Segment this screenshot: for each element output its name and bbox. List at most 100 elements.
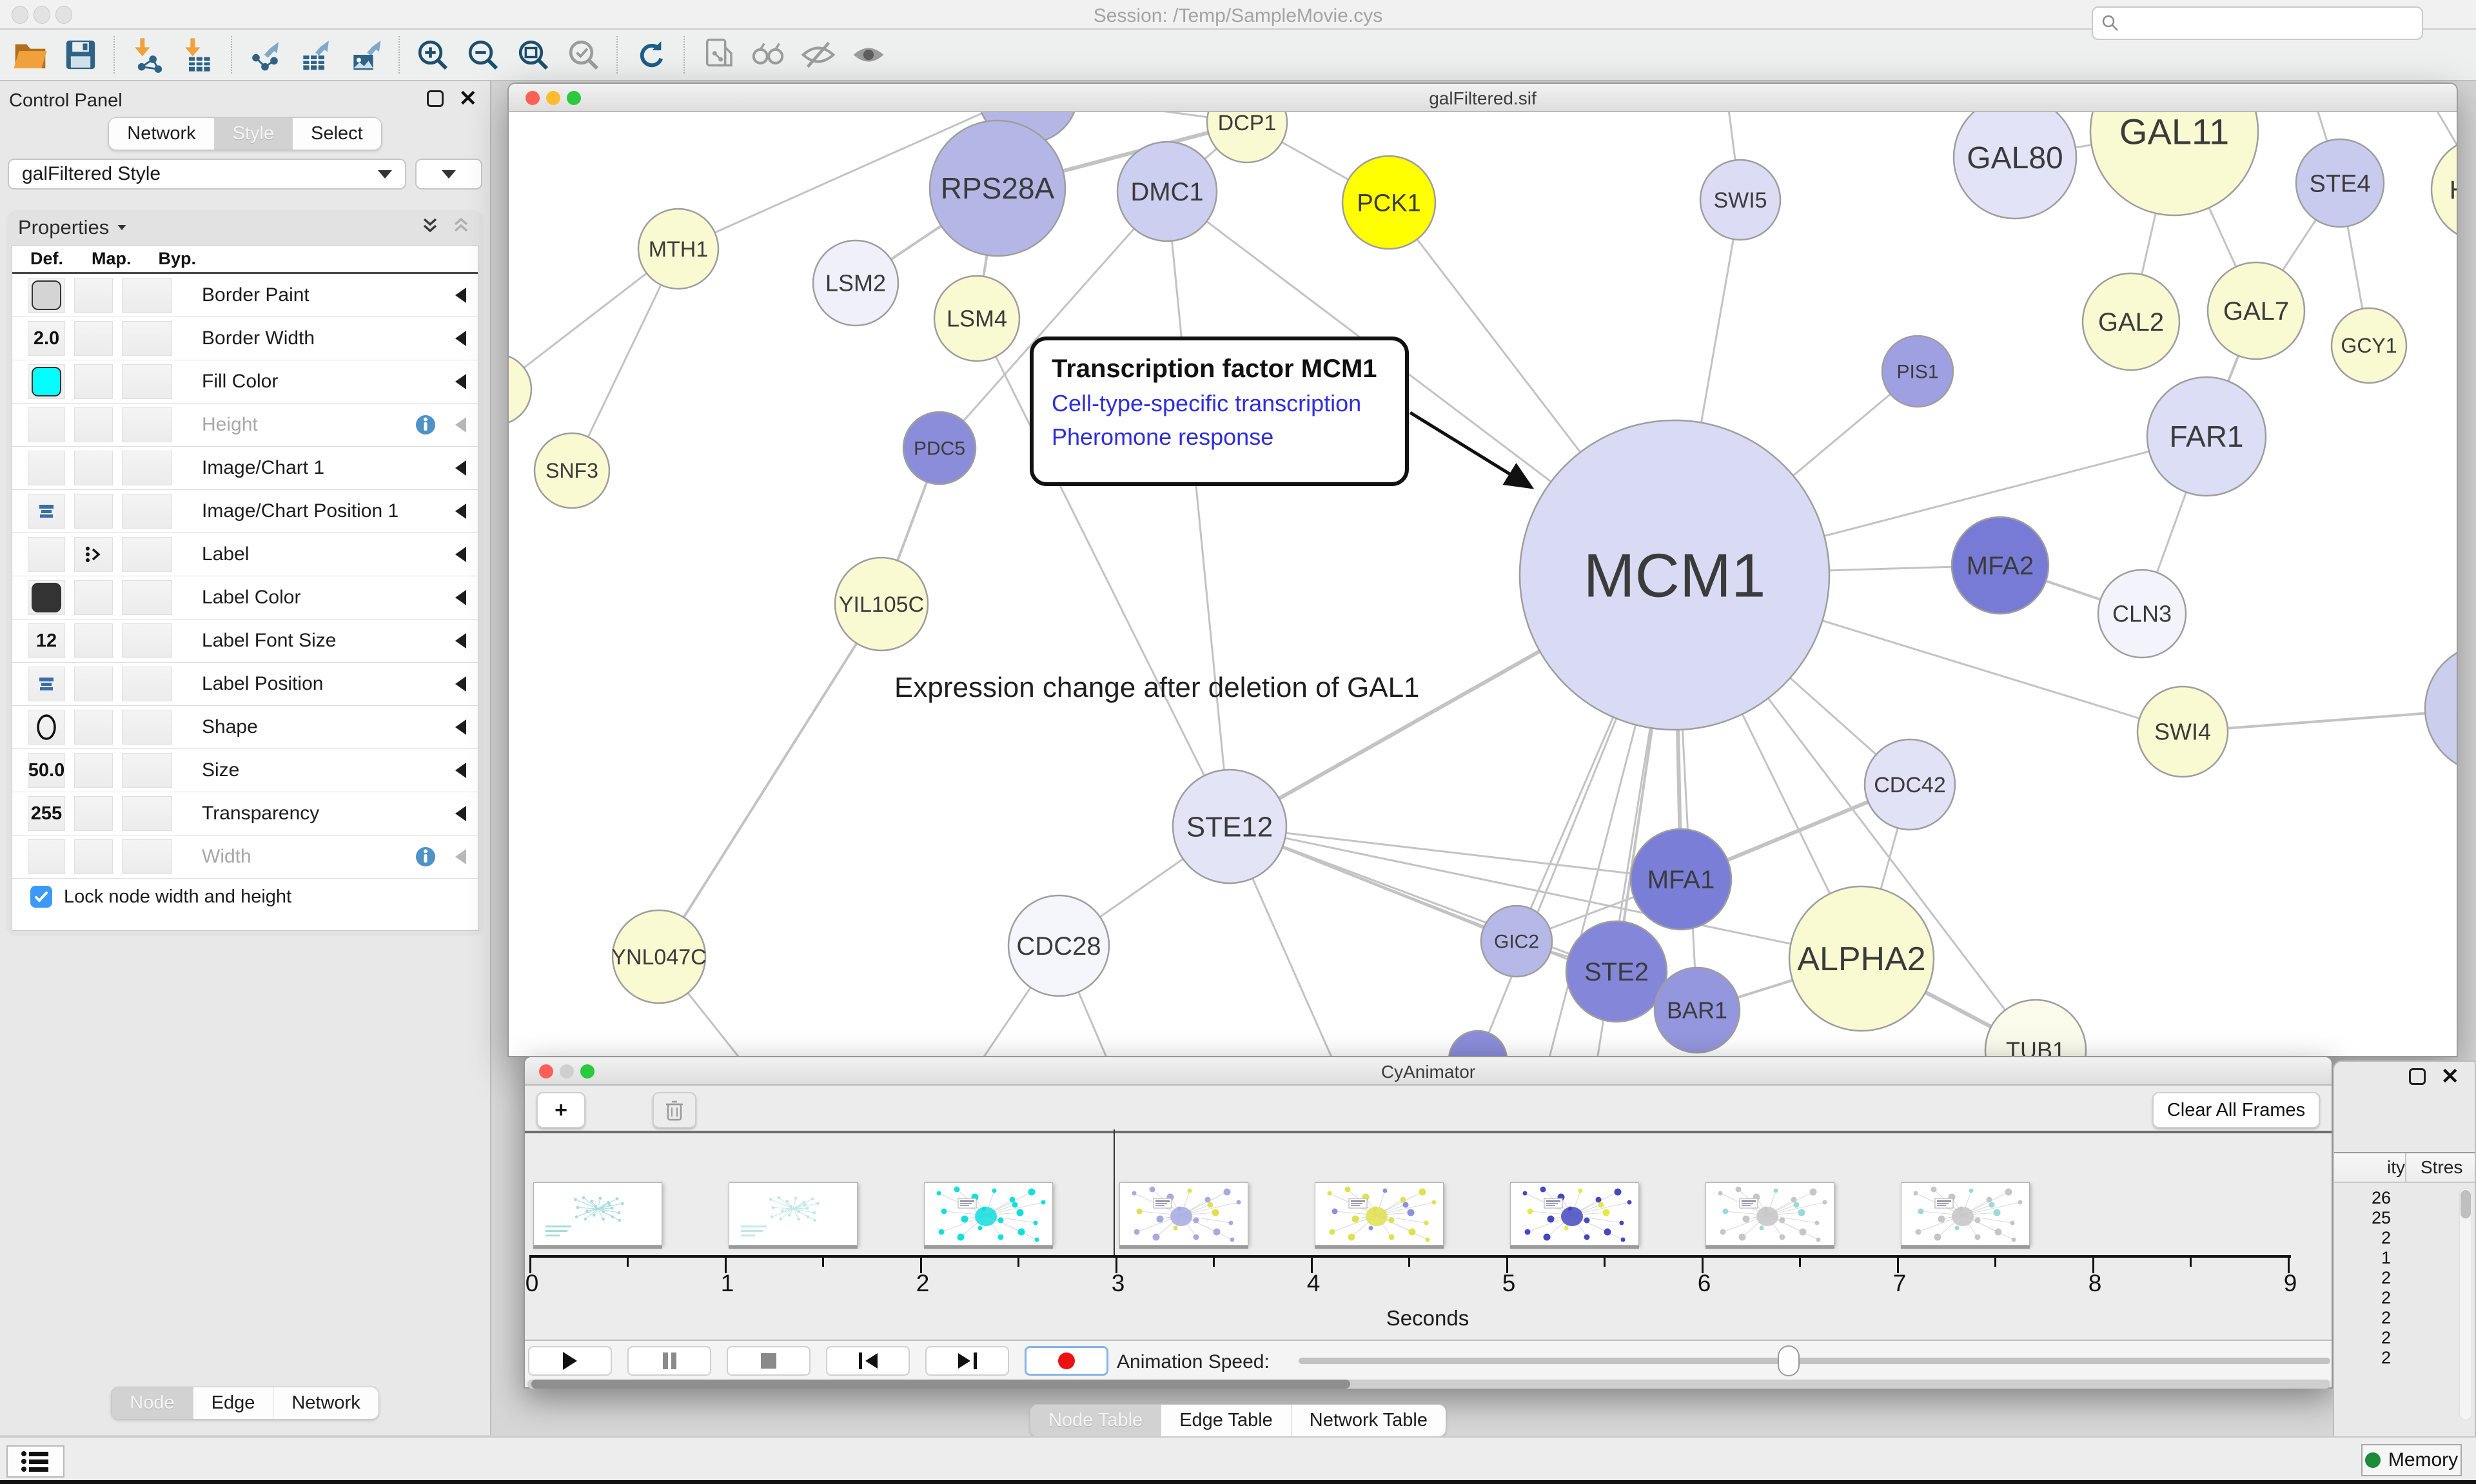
property-row-height[interactable]: Height (12, 404, 478, 447)
network-node-GAL7[interactable]: GAL7 (2206, 261, 2306, 360)
export-table-button[interactable] (290, 34, 340, 76)
network-node-PDC5[interactable]: PDC5 (902, 411, 977, 485)
memory-button[interactable]: Memory (2361, 1444, 2462, 1476)
timeline-frame-3[interactable] (1119, 1182, 1248, 1245)
timeline-frame-2[interactable] (924, 1182, 1053, 1245)
cyanimator-timeline[interactable]: 0 1 2 3 4 5 6 7 8 9 Seconds (525, 1129, 2332, 1340)
bypass-cell[interactable] (122, 623, 172, 658)
table-cell[interactable]: 2 (2381, 1328, 2391, 1347)
expand-row-icon[interactable] (455, 374, 466, 389)
table-cell[interactable]: 2 (2381, 1288, 2391, 1307)
network-document-button[interactable] (693, 34, 743, 76)
properties-header[interactable]: Properties (6, 210, 484, 245)
tab-select[interactable]: Select (292, 118, 381, 150)
panel-tab-node[interactable]: Node (112, 1387, 193, 1419)
refresh-layout-button[interactable] (625, 34, 676, 76)
network-node-FAR1[interactable]: FAR1 (2146, 376, 2267, 497)
property-row-size[interactable]: 50.0 Size (12, 749, 478, 792)
network-node-SWI5[interactable]: SWI5 (1699, 159, 1782, 241)
default-value-cell[interactable]: 12 (28, 623, 65, 658)
close-light[interactable] (526, 91, 540, 105)
minimize-light[interactable] (560, 1064, 574, 1079)
expand-row-icon[interactable] (455, 288, 466, 303)
network-edge[interactable] (938, 191, 1168, 449)
info-icon[interactable] (415, 846, 437, 868)
bypass-cell[interactable] (122, 710, 172, 745)
network-node-YIL105C[interactable]: YIL105C (834, 556, 929, 652)
bypass-cell[interactable] (122, 494, 172, 529)
table-cell[interactable]: 26 (2371, 1188, 2391, 1207)
property-row-transparency[interactable]: 255 Transparency (12, 792, 478, 835)
expand-row-icon[interactable] (455, 633, 466, 649)
collapse-all-icon[interactable] (450, 214, 472, 241)
table-cell[interactable]: 1 (2381, 1248, 2391, 1267)
expand-row-icon[interactable] (455, 676, 466, 692)
bypass-cell[interactable] (122, 537, 172, 572)
annotation-link-2[interactable]: Pheromone response (1052, 424, 1274, 450)
network-node-MFA2[interactable]: MFA2 (1950, 516, 2050, 615)
open-session-button[interactable] (5, 34, 55, 76)
mapping-cell[interactable] (74, 278, 113, 313)
bypass-cell[interactable] (122, 839, 172, 874)
slider-knob[interactable] (1778, 1345, 1800, 1376)
window-close-light[interactable] (12, 6, 28, 24)
panel-tab-network[interactable]: Network (273, 1387, 378, 1419)
network-node-GAL11[interactable]: GAL11 (2089, 112, 2259, 217)
search-box[interactable] (2092, 6, 2423, 40)
network-node-GIC2[interactable]: GIC2 (1480, 904, 1553, 978)
record-button[interactable] (1025, 1346, 1108, 1376)
expand-row-icon[interactable] (455, 849, 466, 864)
cyanimator-titlebar[interactable]: CyAnimator (525, 1057, 2332, 1086)
table-tab-edge-table[interactable]: Edge Table (1161, 1405, 1291, 1436)
timeline-playhead[interactable] (1114, 1129, 1115, 1256)
table-vscrollbar[interactable] (2459, 1188, 2472, 1420)
style-select[interactable]: galFiltered Style (8, 159, 406, 190)
mapping-cell[interactable] (74, 796, 113, 831)
property-row-fill-color[interactable]: Fill Color (12, 360, 478, 404)
timeline-frame-4[interactable] (1315, 1182, 1444, 1245)
network-node-SNF3[interactable]: SNF3 (533, 432, 611, 509)
network-canvas[interactable]: DCP1 RPS28A DMC1 PCK1 SWI5 GAL80 GAL11 STE4 HAP2… (509, 112, 2457, 1056)
default-value-cell[interactable]: 2.0 (28, 321, 65, 356)
bypass-cell[interactable] (122, 451, 172, 485)
import-table-button[interactable] (173, 34, 223, 76)
default-value-cell[interactable] (28, 667, 65, 701)
expand-row-icon[interactable] (455, 763, 466, 778)
window-zoom-light[interactable] (55, 6, 72, 24)
network-node-MCM1[interactable]: MCM1 (1518, 419, 1831, 731)
network-node-PCK1[interactable]: PCK1 (1341, 155, 1437, 250)
expand-row-icon[interactable] (455, 417, 466, 433)
network-node-pbot[interactable] (1448, 1030, 1508, 1056)
network-node-LSM2[interactable]: LSM2 (812, 239, 899, 327)
network-node-RPS28A[interactable]: RPS28A (928, 119, 1066, 257)
timeline-frame-0[interactable] (533, 1182, 662, 1245)
network-edge[interactable] (571, 248, 680, 471)
mapping-cell[interactable] (74, 407, 113, 442)
save-session-button[interactable] (55, 34, 106, 76)
table-cell[interactable]: 2 (2381, 1228, 2391, 1247)
network-node-LSM4[interactable]: LSM4 (933, 275, 1021, 362)
annotation-link-1[interactable]: Cell-type-specific transcription (1052, 390, 1362, 416)
network-window-titlebar[interactable]: galFiltered.sif (509, 84, 2457, 112)
default-value-cell[interactable] (28, 494, 65, 529)
lock-node-size-checkbox[interactable] (30, 886, 52, 908)
expand-all-icon[interactable] (419, 214, 441, 241)
property-row-image-chart-1[interactable]: Image/Chart 1 (12, 447, 478, 490)
bypass-cell[interactable] (122, 321, 172, 356)
minimize-light[interactable] (546, 91, 560, 105)
default-value-cell[interactable] (28, 710, 65, 745)
network-node-DCP1[interactable]: DCP1 (1206, 112, 1288, 164)
mapping-cell[interactable] (74, 537, 113, 572)
network-node-STE12[interactable]: STE12 (1172, 768, 1288, 884)
delete-frame-button[interactable] (653, 1092, 696, 1128)
timeline-frame-7[interactable] (1901, 1182, 2030, 1245)
network-node-DMC1[interactable]: DMC1 (1116, 141, 1218, 242)
network-node-STE4[interactable]: STE4 (2295, 138, 2385, 228)
play-button[interactable] (528, 1346, 612, 1376)
network-node-YNL047C[interactable]: YNL047C (611, 909, 707, 1004)
network-node-SWI4[interactable]: SWI4 (2136, 685, 2229, 778)
zoom-light[interactable] (567, 91, 581, 105)
bypass-cell[interactable] (122, 753, 172, 788)
network-edge[interactable] (1166, 191, 1231, 827)
default-value-cell[interactable] (28, 537, 65, 572)
